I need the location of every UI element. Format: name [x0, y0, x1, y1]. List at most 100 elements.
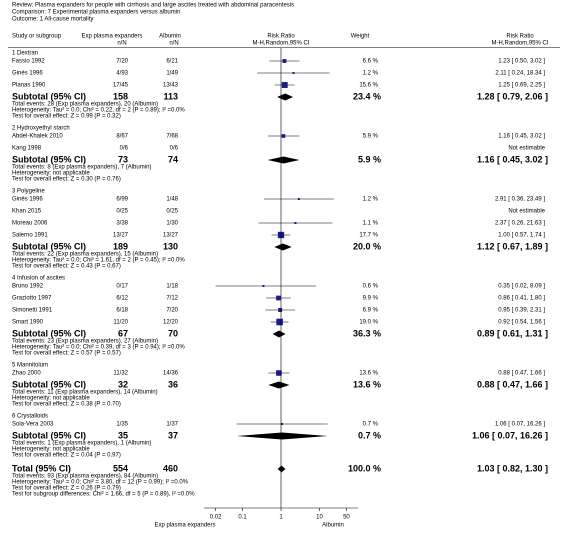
risk-ratio: 1.23 [ 0.50, 3.02 ]: [498, 59, 545, 65]
note: Test for overall effect: Z = 0.57 (P = 0…: [12, 351, 121, 357]
subgroup-title: 2 Hydroxyethyl starch: [12, 126, 70, 132]
note: Test for overall effect: Z = 0.38 (P = 0…: [12, 402, 121, 408]
point-estimate: [281, 134, 286, 138]
study-name: Subtotal (95% CI): [12, 328, 86, 338]
note: Total events: 1 (Exp plasma expanders), …: [12, 441, 151, 447]
study-name: Zhao 2000: [12, 371, 41, 377]
note: Total events: 11 (Exp plasma expanders),…: [12, 390, 158, 396]
note: Test for subgroup differences: Chi² = 1.…: [12, 492, 195, 498]
column-header: Exp plasma expanders: [81, 34, 142, 40]
note: Total events: 8 (Exp plasma expanders), …: [12, 165, 151, 171]
x-tick-label: 0.02: [210, 515, 222, 521]
exp-events: 8/67: [116, 134, 128, 140]
exp-events: 17/45: [113, 83, 129, 89]
exp-events: 0/17: [116, 284, 128, 290]
ctl-events: 12/20: [163, 320, 179, 326]
diamond: [236, 432, 328, 440]
header-line: Review: Plasma expanders for people with…: [12, 3, 294, 9]
ctl-events: 36: [168, 379, 178, 389]
risk-ratio: 0.88 [ 0.47, 1.66 ]: [477, 379, 548, 389]
weight: 36.3 %: [353, 328, 381, 338]
header-line: Outcome: 1 All-cause mortality: [12, 17, 93, 23]
risk-ratio: 0.89 [ 0.61, 1.31 ]: [477, 328, 548, 338]
ctl-events: 37: [168, 430, 178, 440]
weight: 1.2 %: [363, 71, 379, 77]
ctl-events: 7/68: [166, 134, 178, 140]
subgroup-title: 5 Mannitolum: [12, 363, 48, 369]
ctl-events: 460: [163, 463, 178, 473]
risk-ratio: 1.16 [ 0.45, 3.02 ]: [498, 134, 545, 140]
weight: 5.9 %: [358, 154, 381, 164]
exp-events: 11/20: [113, 320, 128, 326]
note: Total events: 23 (Exp plasma expanders),…: [12, 339, 158, 345]
study-name: Subtotal (95% CI): [12, 430, 86, 440]
note: Test for overall effect: Z = 0.04 (P = 0…: [12, 453, 121, 459]
weight: 6.9 %: [363, 308, 379, 314]
point-estimate: [292, 72, 295, 74]
risk-ratio: 1.28 [ 0.79, 2.06 ]: [477, 91, 548, 101]
weight: 1.1 %: [363, 221, 379, 227]
weight: 13.6 %: [353, 379, 381, 389]
risk-ratio: 0.95 [ 0.39, 2.31 ]: [498, 308, 545, 314]
risk-ratio: 2.11 [ 0.24, 18.34 ]: [495, 71, 545, 77]
note: Heterogeneity: not applicable: [12, 171, 90, 177]
point-estimate: [276, 370, 282, 376]
study-name: Subtotal (95% CI): [12, 379, 86, 389]
weight: 6.6 %: [363, 59, 379, 65]
ctl-events: 1/49: [166, 71, 178, 77]
ctl-events: 6/21: [166, 59, 178, 65]
weight: 0.7 %: [358, 430, 381, 440]
risk-ratio: 2.91 [ 0.36, 23.49 ]: [495, 197, 545, 203]
weight: 23.4 %: [353, 91, 381, 101]
point-estimate: [262, 285, 265, 287]
study-name: Simonetti 1991: [12, 308, 53, 314]
point-estimate: [282, 59, 287, 63]
weight: 1.2 %: [363, 197, 379, 203]
subgroup-title: 4 Infusion of ascites: [12, 276, 65, 282]
risk-ratio: 1.00 [ 0.57, 1.74 ]: [498, 233, 545, 239]
note: Heterogeneity: Tau² = 0.0; Chi² = 3.80, …: [12, 480, 189, 486]
x-tick-label: 1: [279, 515, 283, 521]
study-name: Smart 1990: [12, 320, 44, 326]
weight: 15.6 %: [359, 83, 378, 89]
exp-events: 3/38: [116, 221, 128, 227]
exp-events: 4/93: [116, 71, 128, 77]
ctl-events: 70: [168, 328, 178, 338]
risk-ratio: 1.12 [ 0.67, 1.89 ]: [477, 241, 548, 251]
diamond: [268, 381, 290, 389]
diamond: [277, 93, 294, 101]
ctl-events: 7/20: [166, 308, 178, 314]
x-tick-label: 10: [316, 515, 323, 521]
exp-events: 0/25: [116, 209, 128, 215]
ctl-events: 13/43: [163, 83, 179, 89]
column-header: Risk Ratio: [267, 34, 295, 40]
study-name: Fassio 1992: [12, 59, 45, 65]
note: Heterogeneity: Tau² = 0.0; Chi² = 0.22, …: [12, 108, 185, 114]
header-line: Comparison: 7 Experimental plasma expand…: [12, 10, 180, 16]
ctl-events: 0/6: [170, 146, 179, 152]
note: Total events: 93 (Exp plasma expanders),…: [12, 474, 158, 480]
ctl-events: 1/30: [166, 221, 178, 227]
study-name: Subtotal (95% CI): [12, 154, 86, 164]
diamond: [274, 243, 292, 251]
exp-events: 189: [113, 241, 128, 251]
note: Test for overall effect: Z = 0.99 (P = 0…: [12, 114, 121, 120]
study-name: Total (95% CI): [12, 463, 71, 473]
column-header: M-H,Random,95% CI: [252, 41, 309, 47]
ctl-events: 7/12: [166, 296, 178, 302]
ctl-events: 13/27: [163, 233, 179, 239]
column-header: Albumin: [159, 34, 181, 40]
weight: 100.0 %: [348, 463, 381, 473]
x-tick-label: 50: [343, 515, 350, 521]
exp-events: 6/18: [116, 308, 128, 314]
study-name: Bruno 1992: [12, 284, 44, 290]
point-estimate: [278, 308, 283, 312]
point-estimate: [280, 423, 283, 425]
x-side-label: Albumin: [322, 523, 344, 529]
weight: 0.6 %: [363, 284, 379, 290]
column-header: Weight: [351, 34, 370, 40]
study-name: Graziotto 1997: [12, 296, 52, 302]
risk-ratio: 0.92 [ 0.54, 1.56 ]: [498, 320, 545, 326]
